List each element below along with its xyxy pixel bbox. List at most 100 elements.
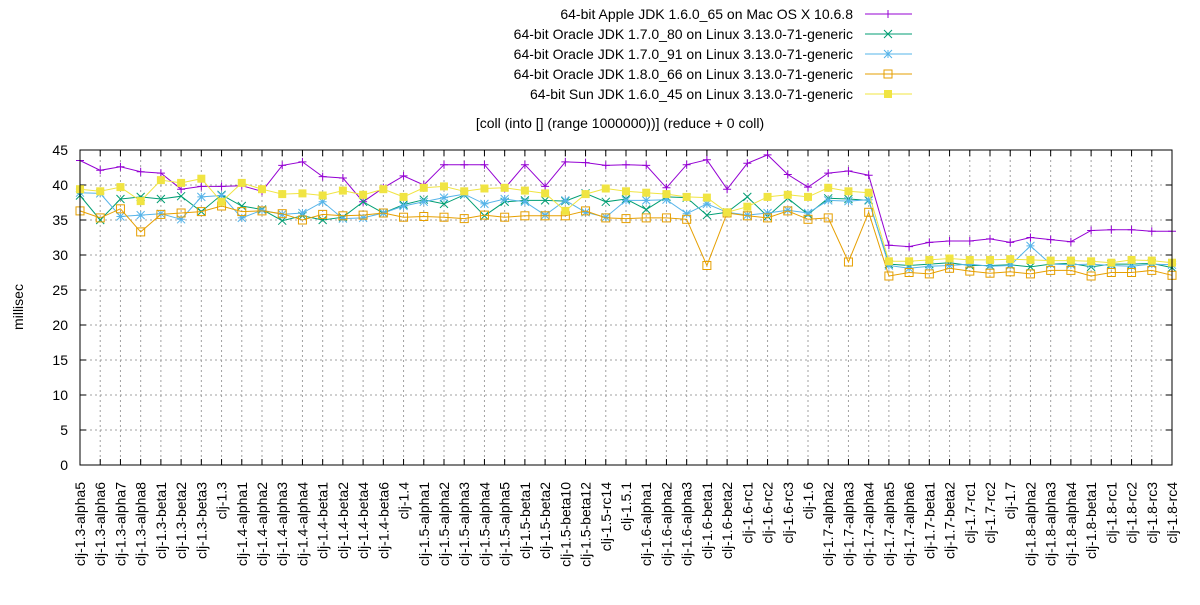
x-tick-label: clj-1.6-beta1 bbox=[699, 482, 715, 559]
data-point bbox=[622, 187, 630, 196]
data-point bbox=[763, 208, 772, 218]
legend-label: 64-bit Oracle JDK 1.7.0_80 on Linux 3.13… bbox=[514, 26, 853, 42]
data-point bbox=[480, 199, 489, 209]
y-tick-label: 15 bbox=[52, 352, 68, 368]
x-tick-label: clj-1.7-alpha6 bbox=[901, 482, 917, 566]
data-point bbox=[520, 160, 529, 169]
data-point bbox=[338, 211, 348, 221]
legend-item: 64-bit Oracle JDK 1.7.0_80 on Linux 3.13… bbox=[514, 26, 912, 42]
data-point bbox=[702, 199, 712, 209]
data-point bbox=[520, 186, 529, 195]
data-point bbox=[338, 214, 348, 223]
data-point bbox=[197, 182, 206, 191]
x-tick-label: clj-1.6-alpha2 bbox=[658, 482, 674, 566]
x-tick-label: clj-1.8-rc2 bbox=[1124, 482, 1140, 544]
legend: 64-bit Apple JDK 1.6.0_65 on Mac OS X 10… bbox=[514, 6, 912, 102]
data-point bbox=[1006, 238, 1015, 247]
data-point bbox=[116, 183, 125, 192]
y-tick-label: 25 bbox=[52, 282, 68, 298]
data-point bbox=[662, 195, 671, 205]
x-tick-label: clj-1.4-beta6 bbox=[375, 482, 391, 559]
data-point bbox=[884, 271, 894, 281]
data-point bbox=[541, 182, 550, 191]
data-point bbox=[783, 205, 793, 215]
data-point bbox=[783, 190, 792, 199]
data-point bbox=[924, 261, 934, 271]
data-point bbox=[682, 214, 692, 224]
data-point bbox=[884, 241, 893, 250]
data-point bbox=[1005, 267, 1015, 277]
x-tick-label: clj-1.4-alpha3 bbox=[274, 482, 290, 566]
data-point bbox=[318, 209, 328, 219]
data-point bbox=[1127, 255, 1136, 264]
x-tick-label: clj-1.8-rc4 bbox=[1164, 482, 1180, 544]
data-point bbox=[1046, 235, 1055, 244]
data-point bbox=[1086, 271, 1096, 281]
data-point bbox=[561, 206, 570, 215]
data-point bbox=[945, 263, 955, 273]
data-point bbox=[115, 204, 125, 214]
data-point bbox=[823, 196, 833, 205]
data-point bbox=[298, 157, 307, 166]
data-point bbox=[116, 212, 125, 221]
data-point bbox=[541, 189, 550, 198]
data-point bbox=[297, 215, 307, 225]
data-point bbox=[177, 178, 186, 187]
data-point bbox=[702, 155, 711, 164]
y-tick-label: 20 bbox=[52, 317, 68, 333]
y-tick-label: 40 bbox=[52, 177, 68, 193]
data-point bbox=[905, 257, 914, 266]
data-point bbox=[156, 209, 166, 219]
data-point bbox=[884, 10, 892, 18]
y-axis-ticks: 0 5 10 15 20 25 30 35 40 45 bbox=[52, 142, 1172, 473]
data-point bbox=[358, 210, 368, 220]
x-tick-label: clj-1.6-alpha3 bbox=[679, 482, 695, 566]
legend-label: 64-bit Oracle JDK 1.7.0_91 on Linux 3.13… bbox=[514, 46, 853, 62]
data-point bbox=[1147, 265, 1157, 275]
x-tick-label: clj-1.5-rc14 bbox=[598, 482, 614, 551]
data-point bbox=[196, 192, 206, 202]
data-point bbox=[561, 157, 570, 166]
data-point bbox=[844, 187, 853, 196]
data-point bbox=[237, 178, 246, 187]
x-tick-label: clj-1.5-alpha5 bbox=[497, 482, 513, 566]
x-tick-label: clj-1.3-beta2 bbox=[173, 482, 189, 559]
x-tick-label: clj-1.7-alpha3 bbox=[840, 482, 856, 566]
data-point bbox=[480, 211, 489, 221]
data-point bbox=[318, 172, 327, 181]
data-point bbox=[95, 213, 105, 223]
data-point bbox=[258, 185, 266, 194]
data-point bbox=[439, 199, 449, 209]
data-point bbox=[1046, 256, 1055, 265]
x-tick-label: clj-1.7 bbox=[1002, 482, 1018, 520]
data-point bbox=[601, 184, 610, 193]
data-point bbox=[884, 261, 894, 270]
data-point bbox=[278, 161, 287, 170]
data-point bbox=[642, 188, 651, 197]
data-point bbox=[500, 212, 510, 222]
data-point bbox=[479, 210, 489, 220]
data-point bbox=[217, 182, 226, 191]
legend-item: 64-bit Oracle JDK 1.8.0_66 on Linux 3.13… bbox=[514, 66, 912, 82]
x-tick-label: clj-1.5-alpha1 bbox=[416, 482, 432, 566]
data-point bbox=[601, 213, 611, 223]
data-point bbox=[743, 202, 752, 211]
data-point bbox=[96, 166, 105, 175]
data-point bbox=[622, 160, 630, 169]
data-point bbox=[844, 167, 853, 175]
data-point bbox=[156, 194, 166, 204]
data-point bbox=[379, 185, 388, 194]
data-point bbox=[965, 255, 974, 264]
data-point bbox=[1147, 227, 1156, 236]
data-point bbox=[1026, 255, 1035, 264]
data-point bbox=[965, 237, 974, 245]
x-tick-label: clj-1.3-alpha7 bbox=[112, 482, 128, 566]
data-point bbox=[1005, 261, 1015, 270]
data-point bbox=[1066, 256, 1075, 265]
data-point bbox=[1127, 261, 1136, 271]
x-tick-label: clj-1.5-beta1 bbox=[517, 482, 533, 559]
x-tick-label: clj-1.4-beta1 bbox=[315, 482, 331, 559]
legend-item: 64-bit Apple JDK 1.6.0_65 on Mac OS X 10… bbox=[560, 6, 912, 22]
series-layer bbox=[75, 150, 1177, 281]
